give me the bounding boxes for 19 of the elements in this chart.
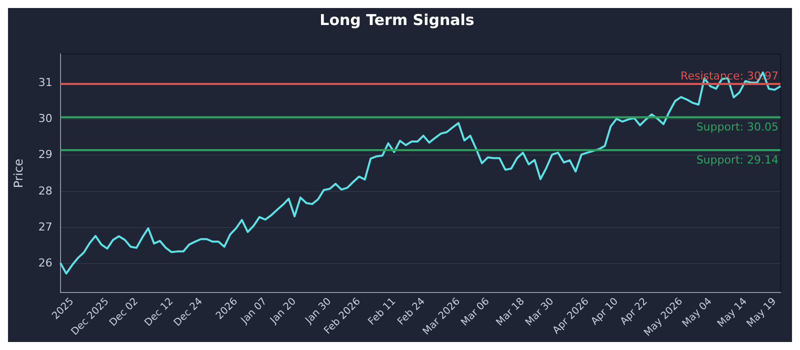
y-tick-label: 27 (38, 220, 52, 234)
y-tick-label: 30 (38, 112, 52, 125)
x-tick-label: Mar 06 (459, 296, 492, 328)
ref-line-label: Support: 30.05 (696, 120, 779, 134)
y-tick-label: 28 (38, 184, 52, 198)
x-tick-label: Dec 24 (172, 296, 205, 329)
chart-title: Long Term Signals (320, 10, 474, 29)
y-axis-title: Price (11, 158, 26, 188)
x-tick-label: Jan 20 (268, 296, 299, 327)
x-tick-label: Feb 24 (396, 296, 428, 328)
x-tick-label: Apr 10 (589, 296, 621, 328)
x-tick-label: Jan 07 (238, 296, 270, 327)
x-tick-label: Feb 11 (366, 296, 398, 328)
y-tick-label: 29 (38, 148, 52, 162)
x-tick-label: Apr 22 (618, 296, 650, 328)
y-tick-label: 26 (38, 256, 52, 270)
x-tick-label: Dec 02 (108, 296, 140, 329)
y-tick-label: 31 (38, 76, 52, 89)
ref-line-label: Support: 29.14 (696, 154, 779, 167)
